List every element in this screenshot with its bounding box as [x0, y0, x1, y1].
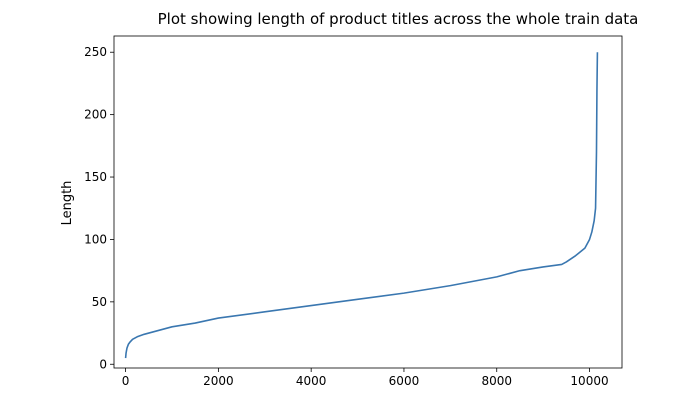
y-tick-label: 250 [84, 45, 107, 59]
chart-title: Plot showing length of product titles ac… [158, 10, 639, 28]
x-tick-label: 8000 [481, 374, 512, 388]
y-tick-label: 50 [92, 295, 107, 309]
x-tick-label: 2000 [203, 374, 234, 388]
x-tick-label: 4000 [296, 374, 327, 388]
y-axis-label: Length [60, 181, 75, 226]
series-line-0 [124, 52, 599, 359]
y-axis: 0 50 100 150 200 250 [84, 45, 114, 371]
plot-frame [113, 35, 623, 369]
x-axis: 0 2000 4000 6000 8000 10000 [122, 368, 609, 388]
x-tick-label: 10000 [570, 374, 608, 388]
y-tick-label: 100 [84, 232, 107, 246]
y-tick-label: 200 [84, 108, 107, 122]
x-tick-label: 0 [122, 374, 130, 388]
y-tick-label: 150 [84, 170, 107, 184]
y-tick-label: 0 [99, 357, 107, 371]
x-tick-label: 6000 [389, 374, 420, 388]
plot-area [113, 35, 623, 369]
